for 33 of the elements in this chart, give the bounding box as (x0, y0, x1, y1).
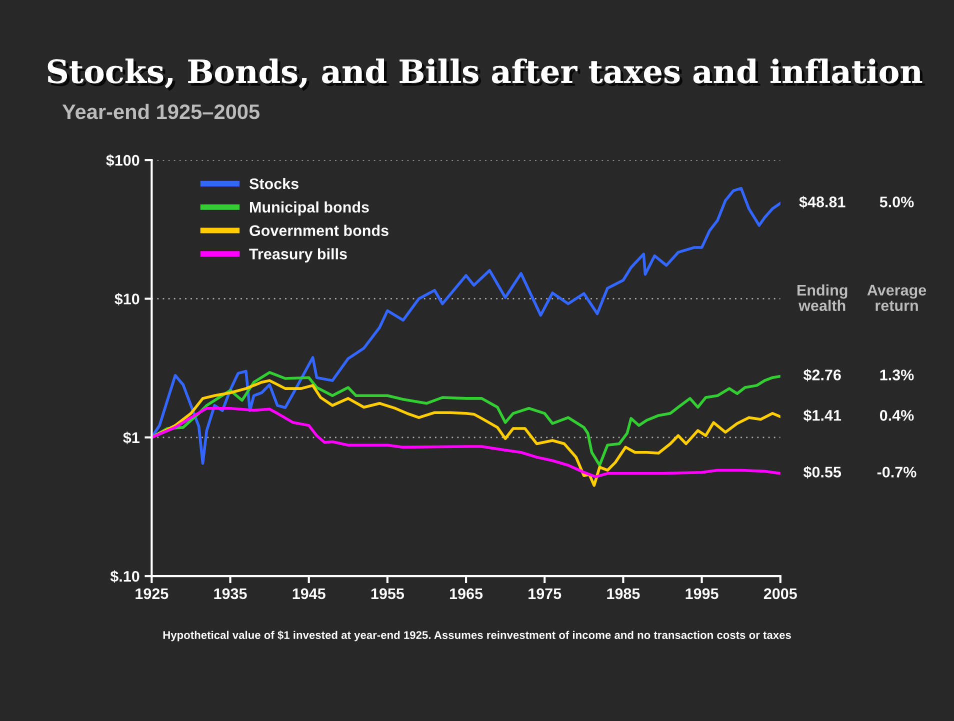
x-tick-label: 1975 (528, 588, 562, 600)
chart-subtitle: Year-end 1925–2005 (62, 104, 260, 120)
legend-label: Stocks (249, 178, 298, 190)
y-tick-label: $1 (123, 432, 140, 444)
text: Ending wealth (797, 284, 848, 312)
x-tick-label: 1965 (450, 588, 483, 600)
line-series (152, 406, 780, 478)
text: 0.4% (880, 410, 914, 421)
data-label: $1.41 (803, 409, 842, 422)
data-label: $2.76 (803, 368, 841, 382)
legend-label: Treasury bills (249, 248, 347, 262)
data-label: $0.55 (803, 466, 842, 478)
x-tick-label: 1995 (686, 588, 718, 600)
y-tick-label: $100 (106, 154, 140, 167)
x-tick-label: 2005 (764, 588, 797, 600)
text: 5.0% (880, 196, 914, 208)
x-tick-label: 1955 (371, 588, 404, 600)
data-label: $48.81 (799, 196, 846, 208)
text: Hypothetical value of $1 invested at year-end 1925. Assumes reinvestment of income and no transaction costs or taxes (163, 630, 791, 642)
y-tick-label: $.10 (110, 570, 140, 583)
text: Average return (867, 284, 926, 311)
legend-label: Municipal bonds (250, 201, 369, 216)
line-series (152, 379, 780, 487)
text: -0.7% (877, 466, 916, 478)
text: 1.3% (880, 370, 914, 380)
line-series (152, 371, 780, 467)
legend-label: Government bonds (250, 224, 388, 236)
x-tick-label: 1925 (136, 588, 168, 600)
x-tick-label: 1935 (214, 588, 247, 600)
chart-title: Stocks, Bonds, and Bills after taxes and inflation (48, 58, 925, 91)
x-tick-label: 1945 (292, 588, 326, 600)
y-tick-label: $10 (114, 292, 140, 306)
x-tick-label: 1985 (607, 588, 640, 600)
